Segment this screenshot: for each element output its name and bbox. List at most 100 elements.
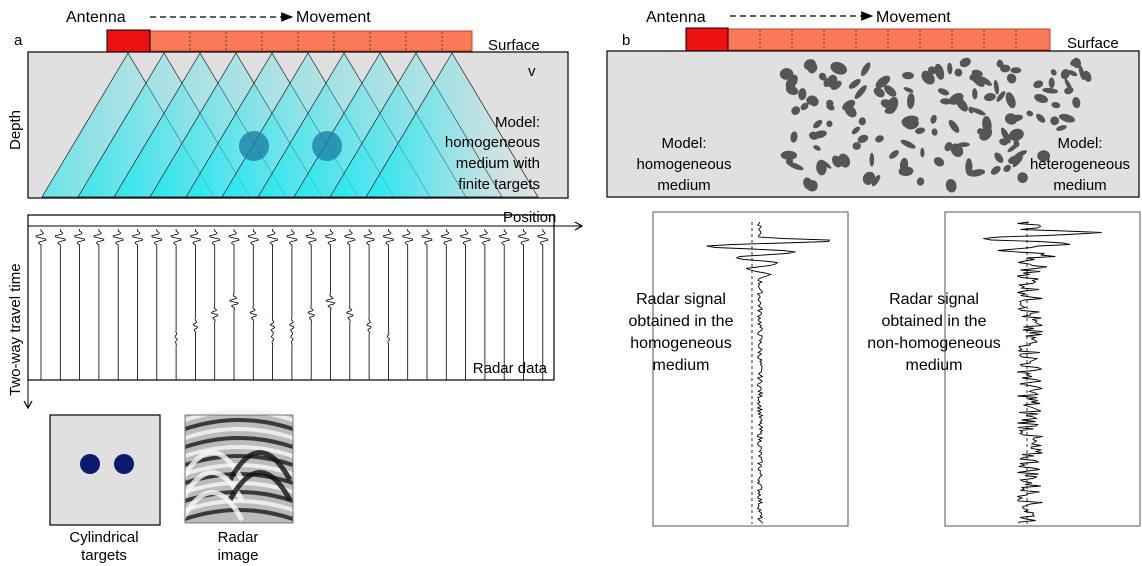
panel-b: b Antenna Movement Surface Model: homoge… xyxy=(606,9,1141,527)
radar-trace xyxy=(517,229,530,380)
stone xyxy=(1042,87,1059,94)
radar-band xyxy=(184,445,294,458)
radar-band xyxy=(184,499,294,512)
stone xyxy=(1072,97,1081,109)
stone xyxy=(838,153,851,168)
stone xyxy=(950,143,964,157)
panel-b-track-dashes xyxy=(759,30,1017,49)
stone xyxy=(984,93,996,102)
radar-trace xyxy=(479,229,491,380)
stone xyxy=(1012,155,1023,168)
stone xyxy=(955,97,968,112)
radar-trace xyxy=(305,229,317,380)
stone xyxy=(1036,113,1046,123)
wave-cone xyxy=(365,52,539,198)
stone xyxy=(826,103,835,111)
radar-trace xyxy=(421,229,433,380)
hetero-line-2: heterogeneous xyxy=(1030,156,1130,173)
radar-trace xyxy=(459,229,472,380)
radar-hyperbola xyxy=(227,450,293,482)
homo-line-3: medium xyxy=(657,177,710,194)
radar-band xyxy=(184,427,294,440)
radar-trace xyxy=(131,229,144,380)
stone xyxy=(969,73,979,81)
stone xyxy=(884,85,897,97)
stone xyxy=(826,120,833,128)
panel-b-movement-label: Movement xyxy=(876,9,951,26)
homo-line-1: Model: xyxy=(661,135,706,152)
panel-b-homogeneous-text: Model: homogeneous medium xyxy=(636,135,731,194)
stone xyxy=(915,127,926,134)
stone xyxy=(1014,150,1027,158)
stone xyxy=(857,134,869,144)
stone xyxy=(970,107,986,116)
stone xyxy=(1004,113,1018,125)
stone xyxy=(1051,102,1061,109)
stone xyxy=(785,157,794,165)
stone xyxy=(800,102,809,111)
stone xyxy=(871,174,881,187)
stone xyxy=(813,130,827,139)
radar-trace xyxy=(93,229,105,380)
stone xyxy=(948,119,960,133)
model-line-1: Model: xyxy=(495,114,540,131)
stone xyxy=(1059,113,1075,123)
radar-band xyxy=(184,508,294,521)
stone xyxy=(1056,125,1067,131)
panel-a-radar-data-label: Radar data xyxy=(473,360,548,377)
stone xyxy=(930,114,937,124)
radar-trace xyxy=(208,229,221,380)
stone xyxy=(819,159,832,169)
stone xyxy=(1006,73,1017,84)
stone xyxy=(903,87,914,93)
radar-image xyxy=(179,409,294,524)
panel-b-antenna-box xyxy=(685,27,729,52)
stone xyxy=(848,78,861,89)
sig-homo-line-4: medium xyxy=(653,357,710,374)
stone xyxy=(933,157,945,167)
stone xyxy=(869,152,875,167)
stone xyxy=(1050,116,1060,126)
stone xyxy=(1048,77,1055,89)
panel-a-position-label: Position xyxy=(503,209,556,226)
stone xyxy=(1067,70,1078,77)
panel-b-antenna-label: Antenna xyxy=(646,9,706,26)
panel-a-two-way-label: Two-way travel time xyxy=(7,263,24,396)
panel-a-target-1 xyxy=(239,131,269,161)
radar-trace xyxy=(228,229,240,380)
signal-trace-heterogeneous xyxy=(983,221,1102,524)
stone xyxy=(803,177,813,190)
radar-trace xyxy=(537,229,549,380)
stone xyxy=(993,79,999,95)
stone xyxy=(790,131,798,143)
radar-trace xyxy=(151,229,163,380)
stone xyxy=(842,99,856,111)
panel-a-antenna-track xyxy=(149,30,473,52)
stone xyxy=(780,150,798,160)
stone xyxy=(945,178,957,193)
cylindrical-label-2: targets xyxy=(81,547,127,564)
radar-trace xyxy=(363,229,375,380)
panel-a-target-2 xyxy=(312,131,342,161)
stone xyxy=(1026,110,1034,117)
stone xyxy=(1060,69,1070,80)
stone xyxy=(1034,94,1049,103)
stone xyxy=(827,74,838,85)
stone xyxy=(875,75,891,89)
cylindrical-label-1: Cylindrical xyxy=(69,529,138,546)
radar-trace xyxy=(344,229,356,380)
radar-trace xyxy=(189,229,202,380)
stone xyxy=(1005,92,1016,109)
panel-a-movement-label: Movement xyxy=(296,9,371,26)
panel-a-radar-data-box xyxy=(27,214,555,381)
stone xyxy=(934,63,945,80)
radar-trace xyxy=(324,229,337,380)
radar-trace xyxy=(73,229,86,380)
panel-a-letter: a xyxy=(14,32,23,49)
radar-hyperbola xyxy=(227,470,293,502)
cylindrical-target-dot-2 xyxy=(114,454,134,474)
stone xyxy=(937,88,950,96)
stone xyxy=(875,135,884,143)
stone xyxy=(858,117,866,126)
panel-a-model-text: Model: homogeneous medium with finite ta… xyxy=(445,114,540,193)
